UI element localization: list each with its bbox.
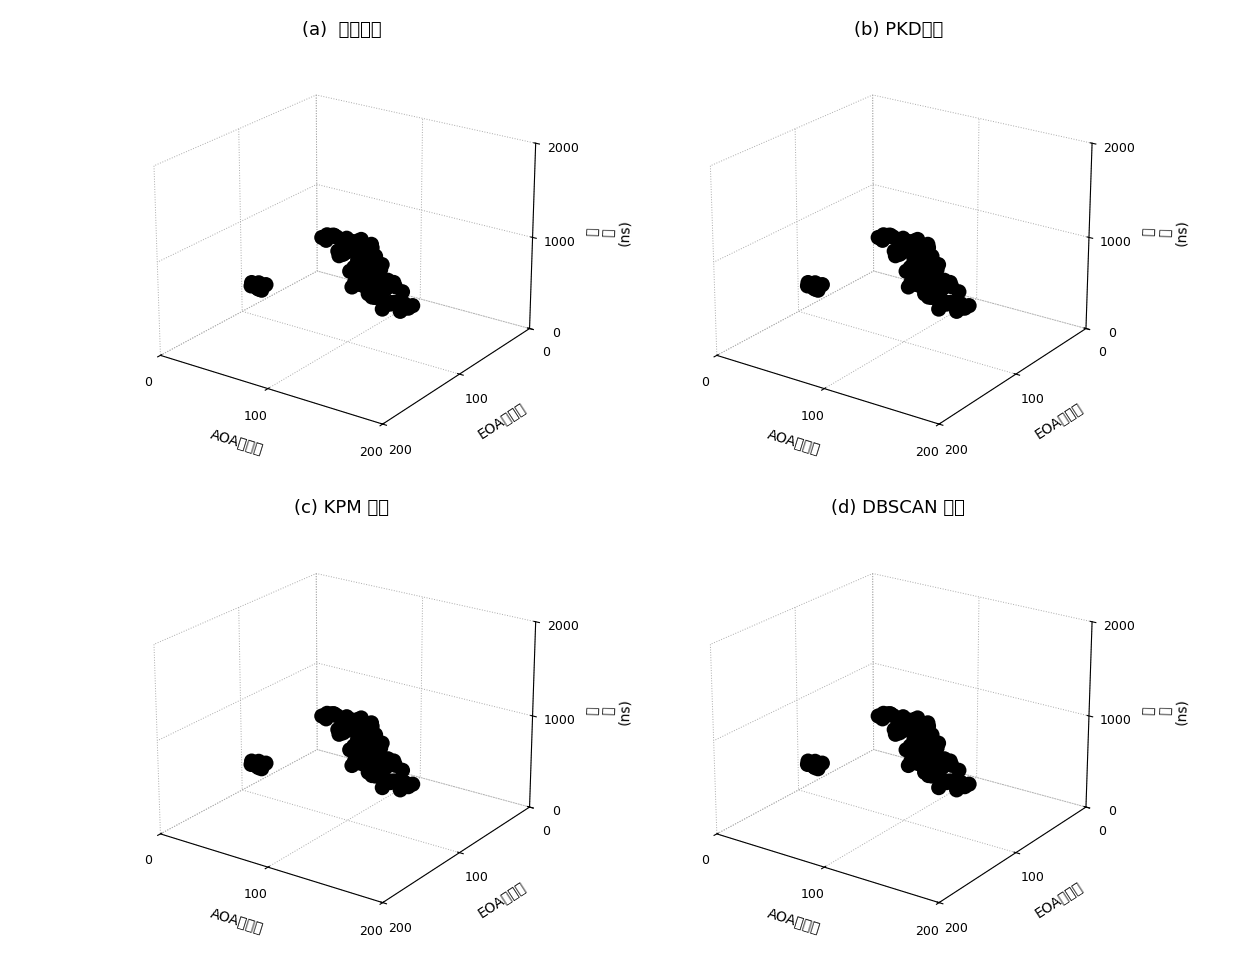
- Title: (d) DBSCAN 算法: (d) DBSCAN 算法: [831, 499, 965, 518]
- X-axis label: AOA（度）: AOA（度）: [765, 427, 822, 457]
- Title: (b) PKD算法: (b) PKD算法: [853, 21, 942, 39]
- X-axis label: AOA（度）: AOA（度）: [210, 906, 265, 935]
- Y-axis label: EOA（度）: EOA（度）: [1032, 400, 1085, 442]
- X-axis label: AOA（度）: AOA（度）: [765, 906, 822, 935]
- Title: (a)  原始数据: (a) 原始数据: [303, 21, 382, 39]
- Title: (c) KPM 算法: (c) KPM 算法: [294, 499, 389, 518]
- Y-axis label: EOA（度）: EOA（度）: [1032, 879, 1085, 921]
- Y-axis label: EOA（度）: EOA（度）: [475, 400, 528, 442]
- Y-axis label: EOA（度）: EOA（度）: [475, 879, 528, 921]
- X-axis label: AOA（度）: AOA（度）: [210, 427, 265, 457]
